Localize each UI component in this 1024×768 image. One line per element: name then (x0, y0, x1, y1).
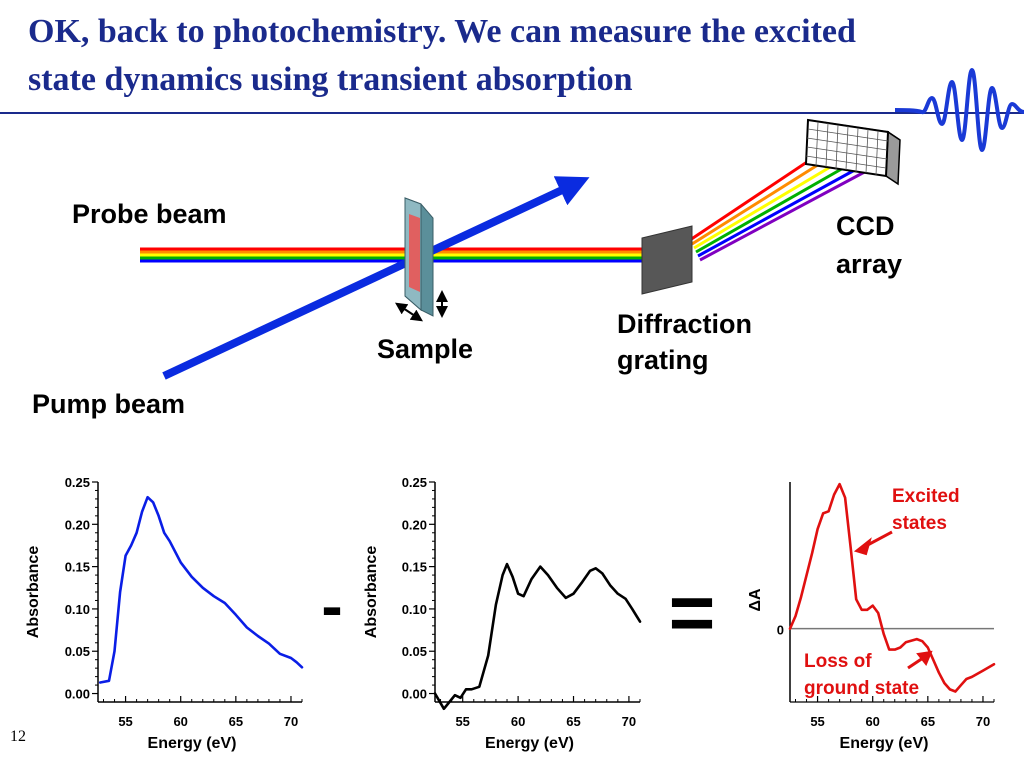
series-line (98, 495, 304, 684)
grating-label-1: Diffraction (617, 309, 752, 339)
grating-label-2: grating (617, 345, 709, 375)
y-tick-label: 0.05 (65, 644, 90, 659)
y-tick-label: 0.00 (65, 687, 90, 702)
minus-sign: - (321, 570, 342, 642)
y-tick-label: 0.15 (65, 560, 90, 575)
x-tick-label: 60 (865, 714, 879, 729)
x-tick-label: 65 (229, 714, 243, 729)
pump-beam (162, 176, 590, 380)
x-tick-label: 65 (921, 714, 935, 729)
ccd-array-icon (804, 118, 901, 186)
chart-delta-a-red: 55 60 65 70 0 Energy (eV) ΔA Excited states Loss … (747, 482, 996, 752)
x-tick-label: 65 (566, 714, 580, 729)
pump-beam-label: Pump beam (32, 389, 186, 419)
sample-motion-arrows-icon (395, 290, 448, 322)
arrowhead-ground (916, 650, 933, 666)
annotation-ground-state: ground state (804, 678, 919, 699)
x-axis-label: Energy (eV) (840, 735, 929, 752)
y-tick-label: 0.25 (65, 475, 90, 490)
probe-beam-rainbow (140, 247, 645, 263)
zero-label: 0 (777, 623, 784, 638)
x-tick-label: 70 (976, 714, 990, 729)
y-tick-label: 0.25 (402, 475, 427, 490)
y-tick-label: 0.00 (402, 687, 427, 702)
series-line (788, 482, 996, 693)
x-tick-label: 70 (622, 714, 636, 729)
probe-beam-label: Probe beam (72, 199, 227, 229)
y-axis-label: Absorbance (363, 546, 380, 639)
annotation-loss-of: Loss of (804, 651, 872, 672)
x-tick-label: 55 (118, 714, 132, 729)
x-tick-label: 70 (284, 714, 298, 729)
chart-absorbance-black: 55 60 65 70 0.00 0.05 0.10 0.15 0.20 0.25 Energy (… (363, 475, 642, 752)
annotation-states: states (892, 513, 947, 534)
wavelet-logo-icon (894, 67, 1024, 153)
chart-absorbance-blue: 55 60 65 70 0.00 0.05 0.10 0.15 0.20 0.25 Energy (… (25, 475, 304, 752)
x-tick-label: 55 (810, 714, 824, 729)
equals-sign: = (669, 568, 716, 657)
y-axis-label: Absorbance (25, 546, 42, 639)
x-axis-label: Energy (eV) (485, 735, 574, 752)
slide-title: OK, back to photochemistry. We can measu… (28, 13, 856, 98)
series-line (433, 562, 642, 711)
sample-label: Sample (377, 334, 474, 364)
sample-slab (404, 197, 434, 317)
arrowhead-excited (853, 537, 872, 556)
y-tick-label: 0.20 (402, 517, 427, 532)
y-tick-label: 0.15 (402, 560, 427, 575)
page-number: 12 (10, 728, 26, 745)
x-tick-label: 60 (173, 714, 187, 729)
title-rule (0, 112, 1024, 114)
ccd-label-1: CCD (836, 211, 895, 241)
dispersed-beams (689, 150, 873, 262)
y-tick-label: 0.05 (402, 644, 427, 659)
x-axis-label: Energy (eV) (148, 735, 237, 752)
x-tick-label: 60 (511, 714, 525, 729)
y-tick-label: 0.10 (65, 602, 90, 617)
diffraction-grating (641, 225, 693, 295)
y-axis-label: ΔA (747, 588, 764, 612)
x-tick-label: 55 (455, 714, 469, 729)
ccd-label-2: array (836, 249, 903, 279)
y-tick-label: 0.10 (402, 602, 427, 617)
annotation-excited: Excited (892, 486, 960, 507)
y-tick-label: 0.20 (65, 517, 90, 532)
